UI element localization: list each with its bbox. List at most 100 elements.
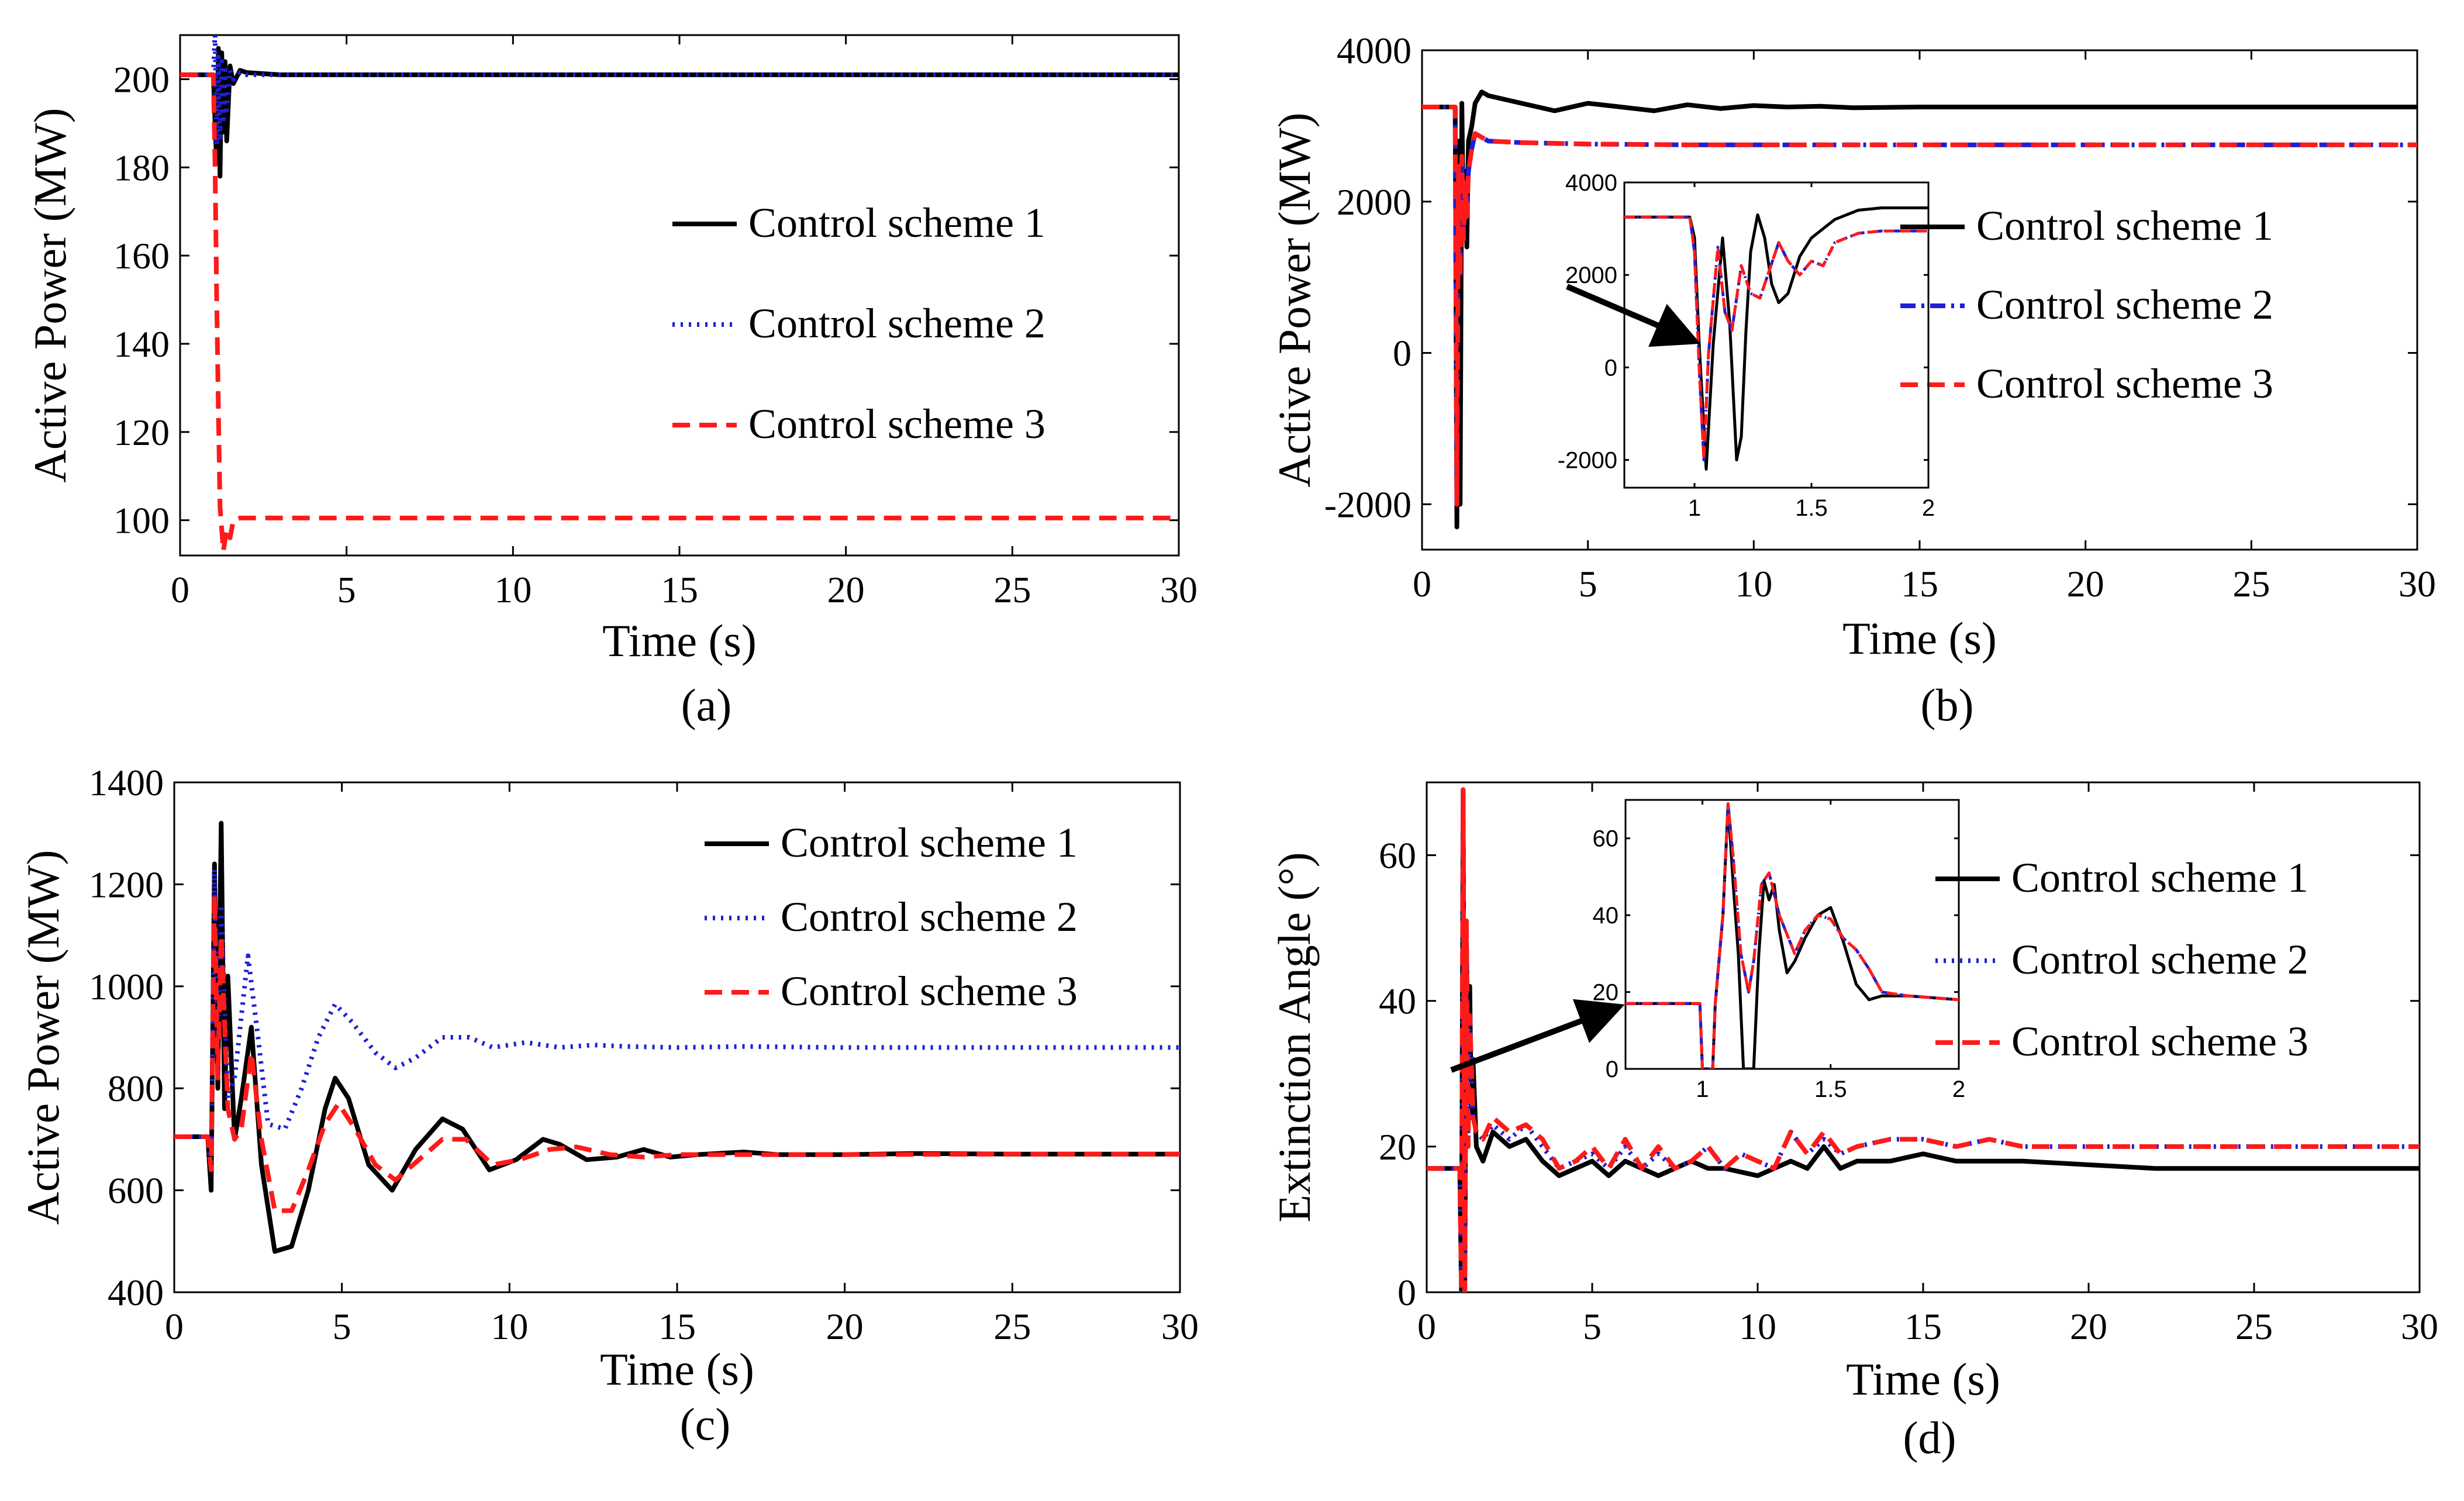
x-axis-label: Time (s) — [600, 1344, 754, 1395]
y-tick-label: 4000 — [1565, 170, 1617, 196]
x-tick-label: 10 — [491, 1306, 528, 1347]
y-tick-label: 800 — [108, 1068, 164, 1109]
panel-a: 0 5 10 15 20 25 30 100 120 140 160 180 200 Time (s) Ac… — [25, 34, 1198, 730]
legend-label: Control scheme 3 — [2011, 1018, 2308, 1065]
series-line-control-scheme-3 — [1427, 787, 2420, 1292]
series-group — [1626, 802, 1959, 1069]
x-tick-label: 25 — [2232, 563, 2270, 605]
y-axis-label: Active Power (MW) — [25, 108, 75, 482]
inset-frame — [1623, 181, 1930, 489]
series-line-control-scheme-3 — [180, 72, 1179, 554]
series-group — [1427, 787, 2420, 1292]
panel-caption: (a) — [681, 679, 732, 730]
x-axis-label: Time (s) — [602, 615, 757, 666]
plot-frame — [179, 34, 1180, 557]
x-tick-label: 15 — [1904, 1306, 1942, 1347]
legend: Control scheme 1 Control scheme 2 Control … — [1935, 854, 2308, 1065]
y-axis-label: Extinction Angle (°) — [1269, 852, 1320, 1222]
y-tick-label: 100 — [113, 500, 170, 541]
y-tick-label: 180 — [113, 147, 170, 188]
legend-label: Control scheme 2 — [1976, 281, 2273, 328]
y-tick-label: 0 — [1397, 1272, 1416, 1313]
x-tick-label: 0 — [171, 569, 189, 610]
y-tick-label: 2000 — [1337, 181, 1412, 223]
x-axis-label: Time (s) — [1846, 1354, 2000, 1405]
y-tick-label: 400 — [108, 1272, 164, 1313]
legend-label: Control scheme 2 — [2011, 936, 2308, 983]
x-tick-label: 5 — [333, 1306, 351, 1347]
y-tick-label: 40 — [1593, 903, 1619, 929]
x-tick-label: 0 — [1413, 563, 1431, 605]
legend-label: Control scheme 1 — [2011, 854, 2308, 901]
x-tick-label: 30 — [1161, 1306, 1199, 1347]
zoom-arrow — [1566, 284, 1701, 347]
x-tick-label: 2 — [1922, 495, 1935, 521]
series-line-control-scheme-1 — [1626, 802, 1959, 1069]
legend: Control scheme 1 Control scheme 2 Control … — [705, 819, 1078, 1015]
y-tick-label: 40 — [1379, 981, 1416, 1022]
x-tick-label: 30 — [1160, 569, 1198, 610]
zoom-inset: 1 1.5 2 -2000 0 2000 4000 — [1558, 170, 1935, 521]
panel-caption: (c) — [680, 1399, 731, 1450]
x-tick-label: 1 — [1688, 495, 1701, 521]
x-tick-label: 10 — [494, 569, 532, 610]
y-tick-label: 600 — [108, 1170, 164, 1212]
series-group — [180, 35, 1179, 554]
legend-label: Control scheme 2 — [781, 893, 1078, 940]
x-tick-label: 5 — [337, 569, 356, 610]
x-tick-label: 5 — [1583, 1306, 1602, 1347]
x-tick-label: 20 — [827, 569, 865, 610]
series-line-control-scheme-3 — [1624, 215, 1928, 461]
y-tick-label: 20 — [1379, 1126, 1416, 1168]
x-tick-label: 25 — [993, 569, 1031, 610]
x-tick-label: 15 — [658, 1306, 696, 1347]
x-tick-label: 15 — [1901, 563, 1938, 605]
x-tick-label: 5 — [1579, 563, 1597, 605]
x-axis-label: Time (s) — [1842, 613, 1997, 664]
y-tick-label: -2000 — [1558, 448, 1617, 474]
series-line-control-scheme-2 — [180, 35, 1179, 148]
y-tick-label: 160 — [113, 235, 170, 277]
legend-label: Control scheme 3 — [1976, 360, 2273, 407]
y-tick-label: 60 — [1593, 826, 1619, 852]
y-tick-label: 200 — [113, 58, 170, 100]
y-tick-label: 0 — [1604, 355, 1617, 381]
series-line-control-scheme-3 — [1626, 802, 1959, 1069]
series-line-control-scheme-2 — [1626, 802, 1959, 1069]
y-tick-label: 0 — [1393, 333, 1412, 374]
y-tick-label: 1200 — [89, 864, 164, 905]
y-tick-label: 60 — [1379, 835, 1416, 877]
x-tick-label: 20 — [826, 1306, 864, 1347]
y-tick-label: 1400 — [89, 762, 164, 803]
legend-label: Control scheme 3 — [748, 401, 1045, 447]
panel-caption: (b) — [1921, 679, 1974, 730]
series-line-control-scheme-2 — [174, 867, 1180, 1172]
x-tick-label: 25 — [993, 1306, 1031, 1347]
series-group — [174, 820, 1180, 1254]
y-tick-label: 4000 — [1337, 30, 1412, 71]
y-tick-label: 140 — [113, 323, 170, 365]
x-tick-label: 0 — [1417, 1306, 1436, 1347]
x-tick-label: 1.5 — [1814, 1076, 1847, 1102]
zoom-arrow — [1450, 999, 1625, 1073]
x-tick-label: 0 — [165, 1306, 184, 1347]
series-group — [1624, 206, 1928, 471]
y-axis-label: Active Power (MW) — [1269, 112, 1320, 487]
x-tick-label: 1.5 — [1795, 495, 1828, 521]
inset-frame — [1624, 799, 1960, 1070]
x-tick-label: 2 — [1952, 1076, 1965, 1102]
series-line-control-scheme-1 — [1422, 89, 2417, 530]
x-tick-label: 10 — [1735, 563, 1772, 605]
x-tick-label: 1 — [1696, 1076, 1709, 1102]
x-tick-label: 20 — [2070, 1306, 2107, 1347]
y-tick-label: -2000 — [1324, 484, 1412, 525]
series-line-control-scheme-3 — [174, 892, 1180, 1213]
y-axis-label: Active Power (MW) — [18, 850, 68, 1224]
y-tick-label: 120 — [113, 412, 170, 453]
panel-c: 0 5 10 15 20 25 30 400 600 800 1000 1200 1400 Time (s… — [18, 762, 1199, 1450]
x-tick-label: 20 — [2067, 563, 2104, 605]
